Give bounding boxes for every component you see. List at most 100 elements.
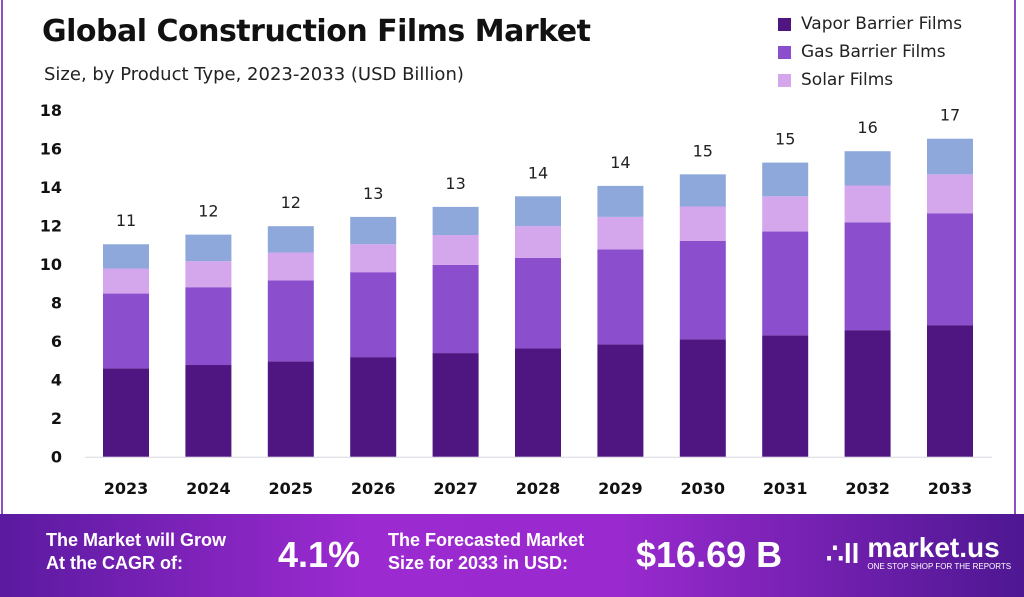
bar-segment-vapor-barrier-films bbox=[350, 357, 397, 457]
legend-item-solar: Solar Films bbox=[778, 66, 962, 94]
bar-segment-series-3 bbox=[597, 185, 644, 217]
total-data-label: 17 bbox=[940, 106, 960, 125]
legend-label: Vapor Barrier Films bbox=[801, 14, 963, 34]
x-tick-label: 2026 bbox=[351, 479, 396, 498]
bar-segment-series-3 bbox=[927, 138, 973, 175]
bar-segment-gas-barrier-films bbox=[762, 231, 809, 336]
x-tick-label: 2028 bbox=[516, 479, 561, 498]
legend-item-gas: Gas Barrier Films bbox=[778, 38, 962, 66]
bar-segment-vapor-barrier-films bbox=[185, 365, 232, 457]
bar-segment-vapor-barrier-films bbox=[927, 325, 973, 457]
legend-item-vapor: Vapor Barrier Films bbox=[778, 10, 962, 38]
bar-segment-solar-films bbox=[679, 206, 726, 241]
bar-segment-vapor-barrier-films bbox=[515, 348, 561, 457]
legend: Vapor Barrier Films Gas Barrier Films So… bbox=[778, 10, 962, 94]
bar-segment-series-3 bbox=[762, 162, 809, 197]
y-tick-label: 18 bbox=[40, 101, 62, 120]
bar-segment-series-3 bbox=[679, 174, 726, 207]
bar-segment-vapor-barrier-films bbox=[762, 335, 809, 457]
total-data-label: 11 bbox=[116, 211, 136, 230]
x-tick-label: 2029 bbox=[598, 479, 643, 498]
logo-icon: ∴ll bbox=[826, 537, 860, 569]
bar-segment-series-3 bbox=[844, 151, 891, 186]
bar-segment-gas-barrier-films bbox=[350, 272, 397, 358]
total-data-label: 12 bbox=[198, 202, 218, 221]
y-tick-label: 14 bbox=[40, 178, 62, 197]
total-data-label: 14 bbox=[610, 153, 630, 172]
x-tick-label: 2032 bbox=[845, 479, 890, 498]
bar-segment-vapor-barrier-films bbox=[432, 353, 479, 457]
brand-logo: ∴ll market.us ONE STOP SHOP FOR THE REPOR… bbox=[826, 534, 1011, 572]
legend-label: Solar Films bbox=[801, 70, 894, 90]
total-data-label: 15 bbox=[693, 141, 713, 160]
footer-banner: The Market will Grow At the CAGR of: 4.1%… bbox=[0, 514, 1024, 597]
x-tick-label: 2023 bbox=[104, 479, 149, 498]
bar-segment-series-3 bbox=[267, 226, 314, 253]
brand-name: market.us bbox=[867, 532, 1000, 563]
cagr-value: 4.1% bbox=[278, 534, 361, 575]
bar-segment-gas-barrier-films bbox=[103, 293, 149, 369]
forecast-value: $16.69 B bbox=[636, 534, 783, 575]
bar-segment-solar-films bbox=[185, 261, 232, 288]
total-data-label: 16 bbox=[857, 118, 877, 137]
bar-segment-vapor-barrier-films bbox=[597, 344, 644, 457]
y-tick-label: 12 bbox=[40, 217, 62, 236]
forecast-label: The Forecasted Market Size for 2033 in US… bbox=[388, 529, 584, 575]
bar-segment-gas-barrier-films bbox=[844, 222, 891, 331]
bar-segment-solar-films bbox=[103, 268, 149, 294]
y-tick-label: 16 bbox=[40, 140, 62, 159]
x-tick-label: 2025 bbox=[269, 479, 314, 498]
x-tick-label: 2033 bbox=[928, 479, 973, 498]
x-tick-label: 2030 bbox=[681, 479, 726, 498]
bar-segment-gas-barrier-films bbox=[679, 240, 726, 340]
bar-segment-vapor-barrier-films bbox=[103, 368, 149, 457]
forecast-label-line1: The Forecasted Market bbox=[388, 530, 585, 550]
bar-segment-solar-films bbox=[515, 226, 561, 258]
bar-segment-solar-films bbox=[844, 185, 891, 223]
total-data-label: 13 bbox=[363, 184, 383, 203]
bar-segment-gas-barrier-films bbox=[185, 287, 232, 366]
y-tick-label: 2 bbox=[51, 409, 62, 428]
total-data-label: 12 bbox=[281, 193, 301, 212]
brand-tagline: ONE STOP SHOP FOR THE REPORTS bbox=[867, 562, 1012, 571]
chart-subtitle: Size, by Product Type, 2023-2033 (USD Bi… bbox=[44, 64, 464, 85]
bar-segment-series-3 bbox=[103, 244, 149, 269]
bar-segment-gas-barrier-films bbox=[432, 264, 479, 354]
cagr-label: The Market will Grow At the CAGR of: bbox=[46, 529, 226, 575]
chart-frame bbox=[1, 0, 1016, 515]
bar-segment-series-3 bbox=[350, 216, 397, 245]
bar-segment-gas-barrier-films bbox=[515, 257, 561, 349]
legend-swatch bbox=[778, 45, 791, 59]
y-tick-label: 10 bbox=[40, 255, 62, 274]
legend-label: Gas Barrier Films bbox=[801, 42, 946, 62]
bar-segment-vapor-barrier-films bbox=[267, 361, 314, 457]
bar-segment-solar-films bbox=[267, 252, 314, 281]
x-tick-label: 2024 bbox=[186, 479, 231, 498]
bar-segment-series-3 bbox=[432, 206, 479, 236]
total-data-label: 14 bbox=[528, 163, 548, 182]
forecast-label-line2: Size for 2033 in USD: bbox=[388, 553, 569, 573]
bar-segment-solar-films bbox=[432, 235, 479, 265]
cagr-label-line2: At the CAGR of: bbox=[46, 553, 183, 573]
bar-segment-gas-barrier-films bbox=[927, 213, 973, 326]
bar-segment-solar-films bbox=[927, 174, 973, 214]
total-data-label: 13 bbox=[445, 174, 465, 193]
x-tick-label: 2027 bbox=[433, 479, 478, 498]
bar-segment-solar-films bbox=[350, 244, 397, 273]
x-tick-label: 2031 bbox=[763, 479, 808, 498]
bar-segment-series-3 bbox=[515, 196, 561, 227]
y-tick-label: 0 bbox=[51, 448, 62, 467]
bar-segment-solar-films bbox=[762, 196, 809, 232]
chart-title: Global Construction Films Market bbox=[42, 14, 591, 49]
total-data-label: 15 bbox=[775, 130, 795, 149]
bar-segment-solar-films bbox=[597, 216, 644, 250]
bar-segment-series-3 bbox=[185, 234, 232, 262]
bar-segment-vapor-barrier-films bbox=[679, 339, 726, 457]
stacked-bar-chart: 0 2 4 6 8 10 12 14 16 18 11 2023 12 2024 12 2025 13 2026 1… bbox=[40, 101, 992, 498]
bar-segment-gas-barrier-films bbox=[267, 280, 314, 362]
legend-swatch bbox=[778, 73, 791, 87]
cagr-label-line1: The Market will Grow bbox=[46, 530, 227, 550]
legend-swatch bbox=[778, 17, 791, 31]
bar-segment-vapor-barrier-films bbox=[844, 330, 891, 457]
y-tick-label: 8 bbox=[51, 294, 62, 313]
